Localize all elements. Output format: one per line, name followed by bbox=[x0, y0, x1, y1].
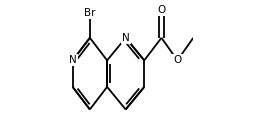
Text: O: O bbox=[157, 5, 166, 15]
Text: Br: Br bbox=[84, 8, 96, 18]
Text: N: N bbox=[69, 55, 76, 65]
Text: O: O bbox=[173, 55, 182, 65]
Text: N: N bbox=[122, 33, 130, 43]
